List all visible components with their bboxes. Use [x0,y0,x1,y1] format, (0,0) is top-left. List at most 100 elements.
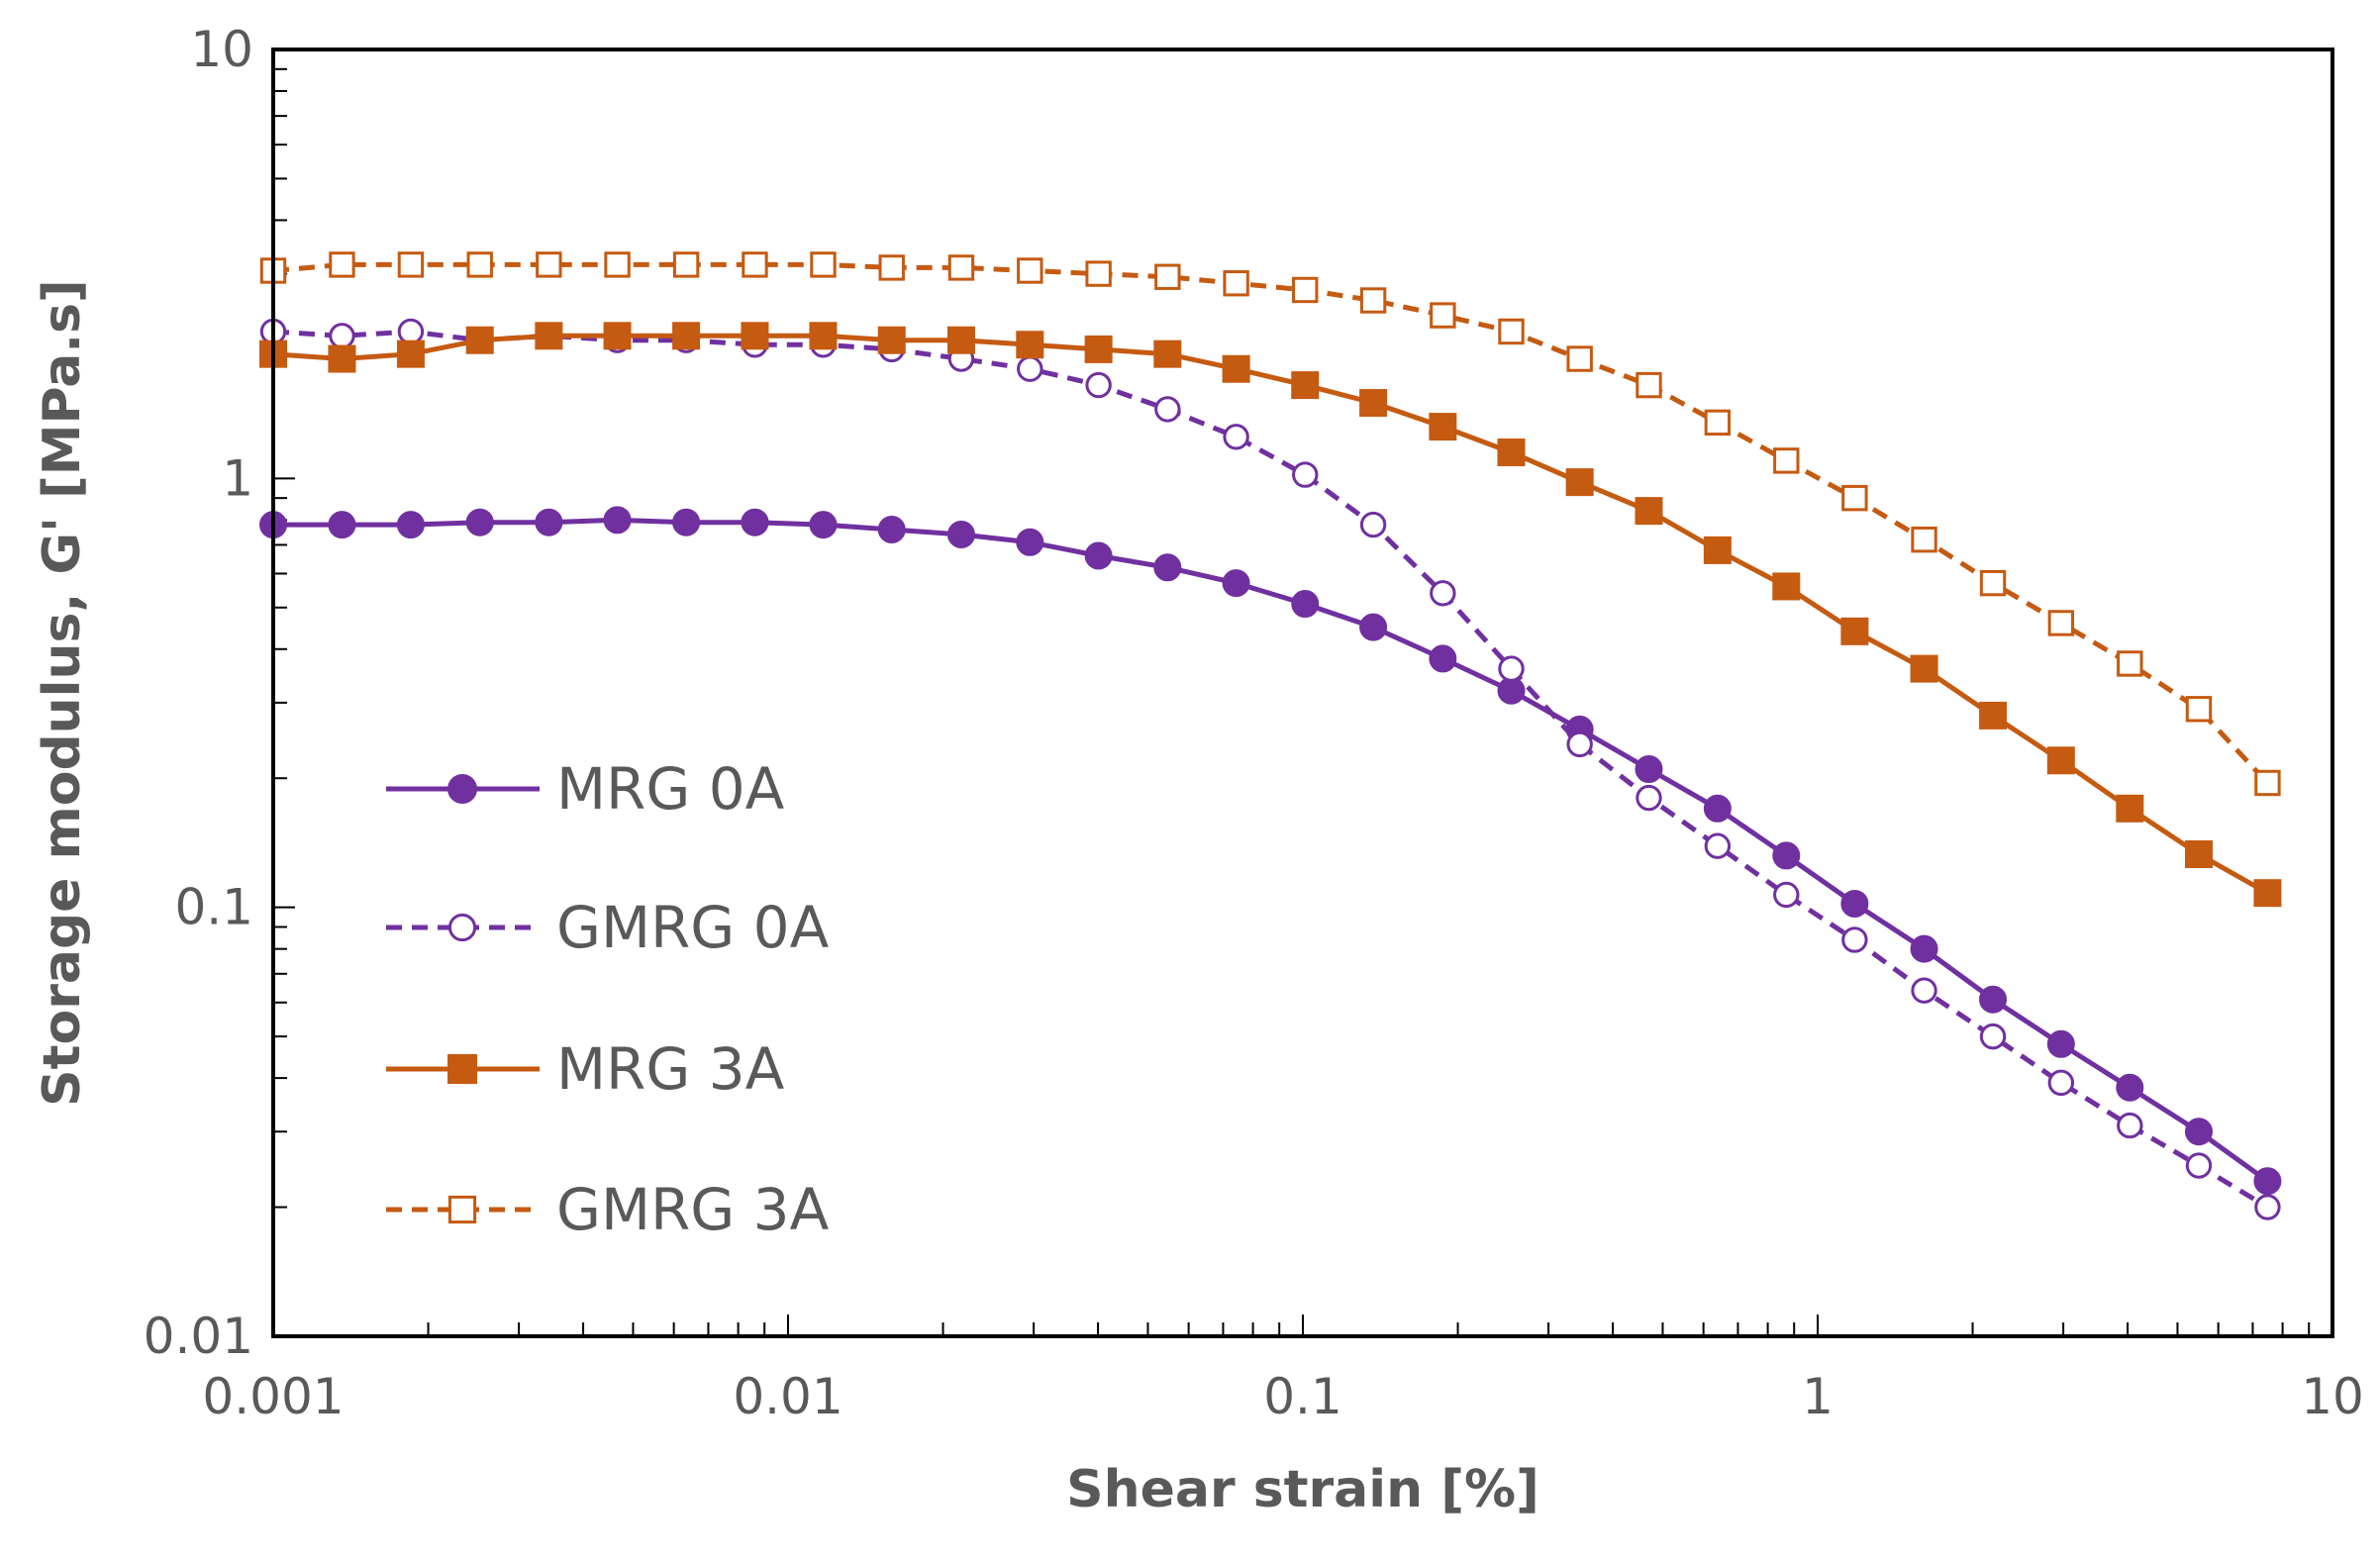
data-point [1291,590,1320,619]
data-point [1359,389,1388,418]
data-point [1016,331,1044,359]
data-point [466,251,493,278]
data-point [2116,1073,2144,1102]
data-point [1154,263,1181,290]
data-point [1979,569,2007,597]
data-point [603,506,632,535]
data-point [1292,461,1319,488]
legend-item: GMRG 3A [386,1176,830,1243]
data-point [741,508,769,536]
data-point [1703,794,1732,823]
series-line [272,329,2269,1210]
data-point [1359,511,1387,538]
data-point [1017,355,1043,382]
data-point [1016,528,1044,556]
x-tick-label: 10 [2301,1368,2364,1425]
data-point [397,251,425,278]
data-point [2185,696,2213,723]
data-point [2046,1029,2075,1058]
data-point [1979,985,2008,1014]
data-point [465,508,494,536]
data-point [1497,438,1526,467]
data-point [1084,541,1113,570]
data-point [1153,340,1182,368]
data-point [397,318,425,345]
y-axis-title: Storage modulus, G' [MPa.s] [33,279,92,1107]
data-point [1773,881,1800,909]
data-point [329,251,355,278]
data-point [2047,1069,2075,1097]
data-point [1359,287,1387,314]
data-point [672,508,701,536]
data-point [1840,889,1869,918]
legend-label: GMRG 0A [556,894,830,961]
data-point [2117,1112,2143,1139]
data-point [1910,654,1938,683]
data-point [1359,613,1388,641]
data-point [1703,536,1732,564]
y-tick-label: 1 [222,449,253,507]
data-point [1430,302,1456,329]
data-point [1635,497,1663,526]
data-point [1773,447,1800,474]
data-point [1636,371,1662,399]
minor-ticks [273,67,2311,1336]
legend-item: MRG 3A [386,1035,785,1103]
y-tick-labels: 0.01 0.1 1 10 [144,21,253,1365]
data-point [1429,644,1457,673]
data-point [1841,926,1868,953]
data-point [946,520,975,548]
series-mrg-0a [259,506,2282,1196]
series-gmrg-3a [259,251,2281,797]
data-point [2116,794,2144,823]
x-tick-label: 0.1 [1263,1368,1342,1425]
data-point [1429,413,1457,441]
data-point [809,511,838,539]
legend-label: MRG 3A [556,1035,785,1103]
data-point [1566,345,1593,372]
data-point [328,344,356,373]
data-point [1222,569,1250,598]
data-point [1704,409,1732,437]
data-point [1840,617,1869,645]
data-point [1498,318,1525,345]
data-point [2185,1152,2213,1179]
data-point [1017,257,1043,284]
data-point [535,322,563,350]
data-point [810,251,837,278]
data-point [604,251,631,278]
data-point [1084,335,1113,363]
data-point [1085,371,1112,399]
legend-item: MRG 0A [386,755,785,823]
data-point [465,326,494,354]
data-point [672,322,701,350]
data-point [1841,484,1868,512]
data-point [1911,526,1937,553]
data-point [1154,396,1181,423]
data-point [2254,769,2281,797]
data-point [947,254,975,281]
legend-item: GMRG 0A [386,894,830,961]
data-point [1565,468,1594,497]
data-point [1153,553,1182,582]
data-point [877,326,906,354]
x-tick-label: 1 [1802,1368,1834,1425]
data-point [2117,650,2143,677]
data-point [877,515,906,543]
data-point [1636,784,1662,812]
data-point [1222,354,1250,383]
data-point [1223,424,1249,450]
data-point [447,1195,477,1224]
data-point [672,251,700,278]
data-point [1291,371,1320,400]
plot-area-border [271,48,2334,1338]
data-point [328,511,356,539]
data-point [535,508,563,536]
data-point [603,322,632,350]
data-point [1910,934,1938,963]
data-point [1498,655,1525,682]
data-point [1911,977,1937,1004]
data-point [447,774,477,804]
